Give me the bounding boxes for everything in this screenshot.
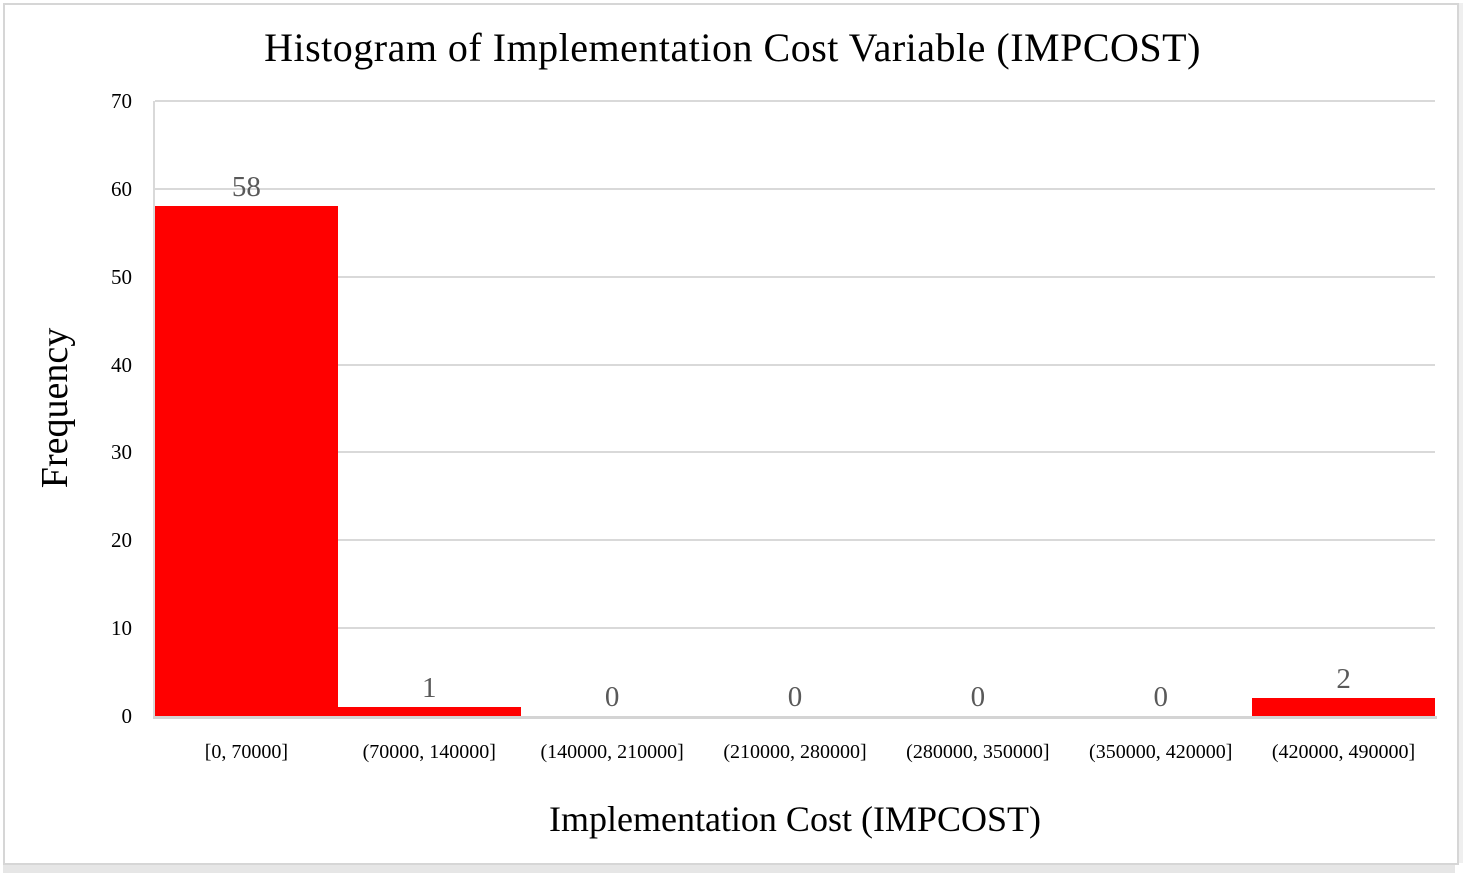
x-category-label-2: (140000, 210000] <box>540 741 684 763</box>
gridline-y-50 <box>155 275 1435 278</box>
y-tick-label-20: 20 <box>111 528 132 553</box>
y-tick-label-40: 40 <box>111 352 132 377</box>
bar-value-label-0: 58 <box>231 171 261 204</box>
gridline-y-60 <box>155 187 1435 190</box>
bottom-gray-band <box>3 865 1455 873</box>
x-category-label-6: (420000, 490000] <box>1271 741 1416 763</box>
x-category-label-1: (70000, 140000] <box>362 741 496 763</box>
bar-value-label-1: 1 <box>422 672 437 705</box>
y-tick-label-0: 0 <box>121 704 133 728</box>
y-axis-line <box>153 101 155 718</box>
chart-title: Histogram of Implementation Cost Variabl… <box>264 25 1201 70</box>
right-gray-band <box>1459 3 1463 863</box>
y-axis-title: Frequency <box>34 327 76 489</box>
y-tick-label-30: 30 <box>111 440 132 465</box>
gridline-y-40 <box>155 363 1435 366</box>
bar-1 <box>337 707 521 716</box>
bar-value-label-6: 2 <box>1336 663 1351 696</box>
x-category-label-0: [0, 70000] <box>204 741 289 763</box>
y-tick-label-50: 50 <box>111 264 132 289</box>
y-tick-label-60: 60 <box>111 176 132 201</box>
bar-value-label-5: 0 <box>1153 681 1168 713</box>
x-category-label-3: (210000, 280000] <box>723 741 867 763</box>
plot-area: 58 1 0 0 0 0 2 <box>153 100 1437 719</box>
x-category-label-5: (350000, 420000] <box>1089 741 1233 763</box>
y-tick-label-10: 10 <box>111 616 132 641</box>
bar-value-label-4: 0 <box>970 681 986 713</box>
x-category-label-4: (280000, 350000] <box>906 741 1050 763</box>
gridline-y-10 <box>155 627 1435 630</box>
y-tick-label-70: 70 <box>111 89 132 113</box>
bar-value-label-3: 0 <box>787 681 803 713</box>
bar-0 <box>155 206 338 716</box>
bar-value-label-2: 0 <box>604 681 620 713</box>
x-axis-line <box>153 716 1437 719</box>
gridline-y-70 <box>155 100 1435 102</box>
gridline-y-20 <box>155 539 1435 542</box>
bar-6 <box>1252 698 1435 716</box>
x-axis-title: Implementation Cost (IMPCOST) <box>549 799 1041 839</box>
gridline-y-30 <box>155 451 1435 454</box>
